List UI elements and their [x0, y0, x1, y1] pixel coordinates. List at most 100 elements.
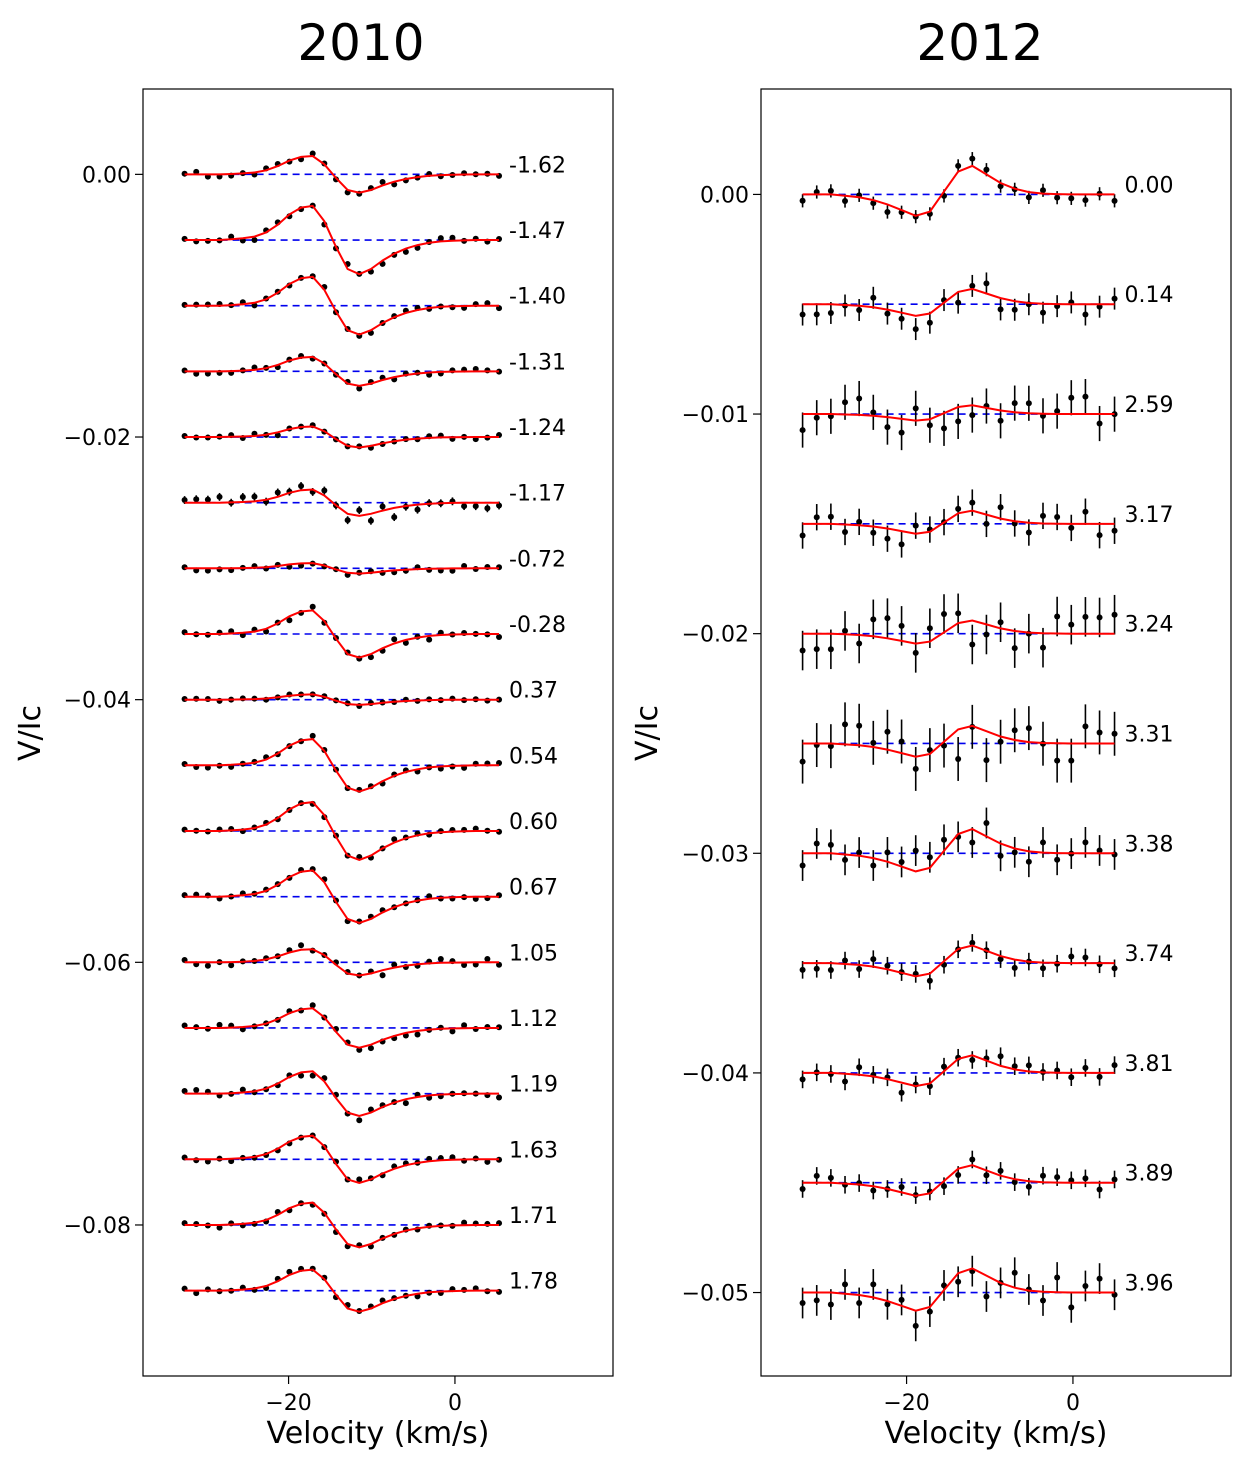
data-point	[827, 1301, 834, 1308]
data-point	[391, 636, 398, 643]
data-point	[356, 1176, 363, 1183]
data-point	[228, 233, 235, 240]
data-point	[1096, 614, 1103, 621]
data-point	[1082, 311, 1089, 318]
model-line	[184, 425, 499, 449]
data-point	[1011, 1269, 1018, 1276]
data-point	[356, 1117, 363, 1124]
data-point	[813, 965, 820, 972]
data-point	[983, 520, 990, 527]
model-line	[184, 1201, 499, 1249]
phase-label: -1.24	[509, 416, 566, 441]
data-point	[983, 166, 990, 173]
data-point	[193, 496, 200, 503]
data-point	[1111, 611, 1118, 618]
data-point	[969, 1056, 976, 1063]
data-point	[1011, 400, 1018, 407]
model-line	[184, 275, 499, 336]
data-point	[309, 1072, 316, 1079]
data-point	[274, 489, 281, 496]
data-point	[856, 518, 863, 525]
data-point	[955, 755, 962, 762]
data-point	[827, 513, 834, 520]
phase-label: 0.54	[509, 744, 558, 769]
y-tick-label: 0.00	[82, 163, 131, 188]
data-point	[898, 315, 905, 322]
data-point	[799, 1076, 806, 1083]
data-point	[1011, 1063, 1018, 1070]
data-point	[391, 836, 398, 843]
phase-label: 1.78	[509, 1270, 558, 1295]
data-point	[496, 1156, 503, 1163]
data-point	[941, 1063, 948, 1070]
data-point	[367, 1045, 374, 1052]
data-point	[1011, 1179, 1018, 1186]
data-point	[228, 962, 235, 969]
data-point	[898, 429, 905, 436]
data-point	[1082, 1282, 1089, 1289]
data-point	[1068, 195, 1075, 202]
data-point	[356, 385, 363, 392]
data-point	[1068, 1074, 1075, 1081]
data-point	[969, 939, 976, 946]
data-point	[983, 631, 990, 638]
data-point	[1025, 725, 1032, 732]
phase-label: -1.17	[509, 482, 566, 507]
data-point	[983, 1293, 990, 1300]
data-point	[799, 197, 806, 204]
data-point	[997, 852, 1004, 859]
data-point	[298, 942, 305, 949]
data-point	[1040, 644, 1046, 651]
series-1.78	[181, 1265, 503, 1315]
data-point	[898, 1184, 905, 1191]
data-point	[912, 405, 919, 412]
data-point	[983, 1172, 990, 1179]
series--1.31	[181, 352, 503, 392]
data-point	[870, 294, 877, 301]
model-line	[184, 562, 499, 575]
data-point	[472, 503, 479, 510]
phase-label: 1.12	[509, 1007, 558, 1032]
data-point	[926, 422, 933, 429]
data-point	[827, 967, 834, 974]
data-point	[842, 957, 849, 964]
phase-label: 3.17	[1125, 503, 1174, 528]
data-point	[1096, 532, 1103, 539]
data-point	[955, 610, 962, 617]
phase-label: 2.59	[1125, 393, 1174, 418]
data-point	[1082, 839, 1089, 846]
data-point	[955, 418, 962, 425]
data-point	[1082, 613, 1089, 620]
data-point	[856, 849, 863, 856]
y-tick-label: −0.02	[64, 426, 131, 451]
data-point	[827, 1174, 834, 1181]
model-line	[184, 1134, 499, 1185]
model-line	[802, 404, 1115, 422]
data-point	[912, 1322, 919, 1329]
data-point	[1082, 723, 1089, 730]
data-point	[969, 1156, 976, 1163]
data-point	[321, 487, 328, 494]
data-point	[856, 395, 863, 402]
y-tick-label: 0.00	[700, 183, 749, 208]
data-point	[1082, 1175, 1089, 1182]
data-point	[1040, 1172, 1046, 1179]
data-point	[496, 1094, 503, 1101]
data-point	[1025, 858, 1032, 865]
data-point	[856, 307, 863, 314]
data-point	[884, 209, 891, 216]
y-axis-label: V/Ic	[13, 705, 48, 761]
model-line	[802, 828, 1115, 873]
phase-label: -1.62	[509, 153, 566, 178]
data-point	[298, 1072, 305, 1079]
data-point	[321, 1274, 328, 1281]
data-point	[1054, 757, 1061, 764]
phase-label: -1.40	[509, 285, 566, 310]
data-point	[969, 155, 976, 162]
data-point	[799, 758, 806, 765]
phase-label: -1.47	[509, 219, 566, 244]
data-point	[870, 956, 877, 963]
data-point	[983, 757, 990, 764]
data-point	[799, 1185, 806, 1192]
